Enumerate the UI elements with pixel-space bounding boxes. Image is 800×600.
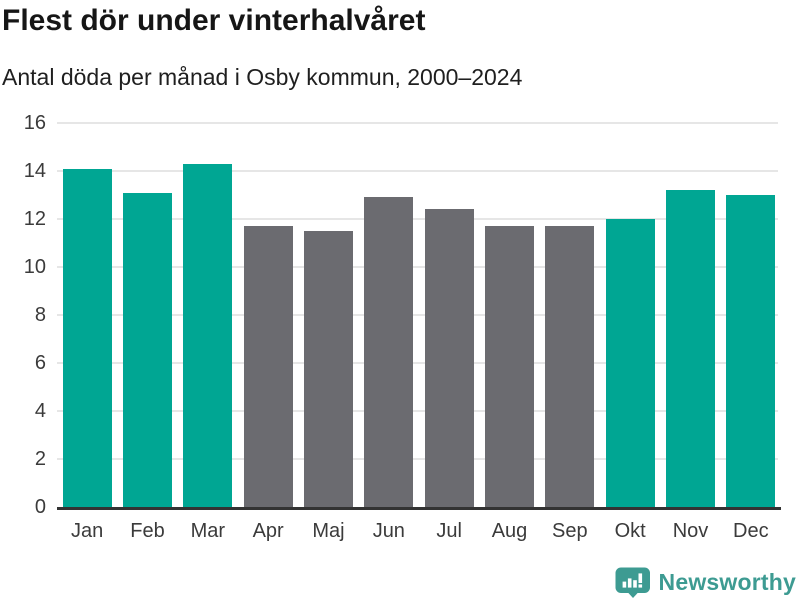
y-axis-tick-label: 0 bbox=[34, 496, 46, 518]
bar-feb bbox=[123, 192, 172, 507]
mini-bar-chart-glyph bbox=[622, 572, 642, 588]
gridline-y-4 bbox=[57, 410, 778, 412]
x-axis-tick-label: Dec bbox=[733, 520, 769, 542]
newsworthy-brand-link[interactable]: Newsworthy bbox=[615, 566, 796, 598]
y-axis-tick-label: 14 bbox=[23, 160, 46, 182]
bar-dec bbox=[726, 195, 776, 507]
chart-title: Flest dör under vinterhalvåret bbox=[2, 4, 426, 37]
x-axis-line bbox=[57, 507, 781, 510]
bar-maj bbox=[304, 231, 353, 507]
newsworthy-brand-label: Newsworthy bbox=[658, 568, 796, 595]
bar-mar bbox=[183, 163, 233, 507]
x-axis-tick-label: Jul bbox=[436, 520, 462, 542]
newsworthy-logo-icon bbox=[615, 567, 651, 598]
gridline-y-12 bbox=[57, 218, 778, 220]
x-axis-tick-label: Apr bbox=[252, 520, 284, 542]
y-axis-tick-label: 10 bbox=[23, 256, 46, 278]
x-axis-tick-label: Sep bbox=[552, 520, 588, 542]
x-axis-tick-label: Aug bbox=[491, 520, 528, 542]
bar-aug bbox=[485, 226, 534, 507]
gridline-y-6 bbox=[57, 362, 778, 364]
bar-jun bbox=[364, 197, 414, 507]
x-axis-tick-label: Mar bbox=[190, 520, 226, 542]
y-axis-tick-label: 8 bbox=[34, 304, 46, 326]
gridline-y-14 bbox=[57, 170, 778, 172]
bar-okt bbox=[605, 219, 655, 507]
y-axis-tick-label: 4 bbox=[34, 400, 46, 422]
y-axis-tick-label: 16 bbox=[23, 112, 46, 134]
gridline-y-2 bbox=[57, 458, 778, 460]
bar-jan bbox=[62, 168, 112, 507]
y-axis-tick-label: 2 bbox=[34, 448, 46, 470]
x-axis-tick-label: Maj bbox=[312, 520, 345, 542]
bar-nov bbox=[666, 190, 715, 507]
x-axis-tick-label: Feb bbox=[130, 520, 165, 542]
bar-sep bbox=[545, 226, 595, 507]
x-axis-tick-label: Jan bbox=[71, 520, 104, 542]
gridline-y-8 bbox=[57, 314, 778, 316]
gridline-y-16 bbox=[57, 122, 778, 124]
gridline-y-10 bbox=[57, 266, 778, 268]
x-axis-tick-label: Nov bbox=[672, 520, 709, 542]
chart-subtitle: Antal döda per månad i Osby kommun, 2000… bbox=[2, 64, 523, 90]
bar-apr bbox=[243, 226, 293, 507]
x-axis-tick-label: Jun bbox=[372, 520, 405, 542]
x-axis-tick-label: Okt bbox=[614, 520, 646, 542]
y-axis-tick-label: 6 bbox=[34, 352, 46, 374]
bar-jul bbox=[424, 209, 474, 507]
speech-bubble-shape bbox=[615, 567, 650, 598]
y-axis-tick-label: 12 bbox=[23, 208, 46, 230]
